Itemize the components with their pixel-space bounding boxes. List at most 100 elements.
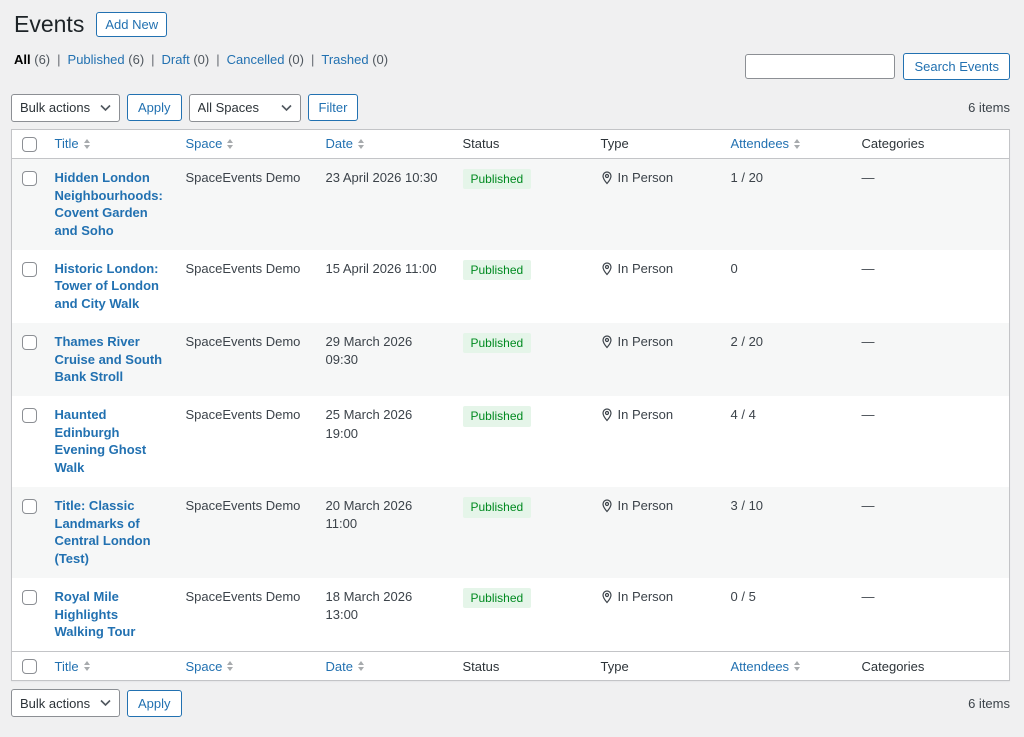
bulk-actions-top: Bulk actions Apply All Spaces Filter — [11, 93, 359, 122]
bulk-actions-bottom: Bulk actions Apply — [11, 689, 182, 718]
search-box: Search Events — [745, 52, 1010, 80]
event-type: In Person — [601, 169, 673, 187]
event-categories: — — [861, 260, 875, 276]
event-categories: — — [861, 407, 875, 423]
event-categories: — — [861, 169, 875, 185]
table-row: Historic London: Tower of London and Cit… — [11, 249, 1010, 324]
row-checkbox[interactable] — [22, 408, 37, 424]
event-title-link[interactable]: Title: Classic Landmarks of Central Lond… — [54, 498, 151, 566]
filter-link-all[interactable]: All (6) — [14, 51, 51, 67]
sort-icon — [83, 661, 90, 672]
select-all-checkbox[interactable] — [22, 659, 37, 675]
column-footer-attendees[interactable]: Attendees — [731, 659, 801, 674]
column-header-date[interactable]: Date — [326, 136, 364, 151]
event-date: 23 April 2026 10:30 — [325, 169, 438, 185]
row-checkbox[interactable] — [22, 499, 37, 515]
page-title: Events — [14, 11, 85, 37]
filter-separator: | — [216, 51, 220, 67]
map-pin-icon — [601, 171, 612, 185]
event-date: 25 March 2026 19:00 — [325, 407, 413, 441]
event-attendees: 1 / 20 — [730, 169, 764, 185]
table-row: Thames River Cruise and South Bank Strol… — [11, 323, 1010, 397]
event-title-link[interactable]: Haunted Edinburgh Evening Ghost Walk — [54, 407, 147, 475]
apply-button[interactable]: Apply — [127, 94, 182, 122]
map-pin-icon — [601, 499, 612, 513]
event-date: 18 March 2026 13:00 — [325, 589, 413, 623]
row-checkbox[interactable] — [22, 590, 37, 606]
column-footer-space[interactable]: Space — [186, 659, 234, 674]
column-header-space[interactable]: Space — [186, 136, 234, 151]
add-new-button[interactable]: Add New — [96, 12, 168, 38]
map-pin-icon — [601, 590, 612, 604]
search-events-button[interactable]: Search Events — [903, 52, 1010, 80]
bulk-actions-select-wrap: Bulk actions — [11, 689, 120, 718]
map-pin-icon — [601, 335, 612, 349]
event-attendees: 2 / 20 — [730, 334, 764, 350]
filters-and-search-row: All (6) | Published (6) | Draft (0) | Ca… — [14, 52, 1010, 80]
column-header-type: Type — [590, 129, 721, 159]
event-attendees: 0 / 5 — [730, 589, 756, 604]
filter-count: (6) — [34, 51, 51, 67]
event-type: In Person — [601, 260, 673, 278]
sort-icon — [794, 138, 801, 149]
event-title-link[interactable]: Hidden London Neighbourhoods: Covent Gar… — [54, 169, 163, 238]
apply-button[interactable]: Apply — [127, 689, 182, 717]
sort-icon — [357, 661, 364, 672]
status-badge: Published — [462, 259, 532, 281]
event-date: 20 March 2026 11:00 — [325, 498, 413, 532]
row-checkbox[interactable] — [22, 261, 37, 277]
column-header-title[interactable]: Title — [55, 136, 90, 151]
map-pin-icon — [601, 408, 612, 422]
filter-link-published[interactable]: Published (6) — [67, 51, 145, 67]
sort-icon — [227, 661, 234, 672]
filter-separator: | — [151, 51, 155, 67]
event-space: SpaceEvents Demo — [185, 407, 301, 423]
filter-separator: | — [57, 51, 61, 67]
spaces-filter-select[interactable]: All Spaces — [188, 93, 301, 122]
filter-button[interactable]: Filter — [307, 94, 359, 122]
filter-count: (0) — [288, 51, 304, 67]
sort-icon — [83, 138, 90, 149]
event-space: SpaceEvents Demo — [185, 334, 301, 350]
items-count: 6 items — [968, 100, 1010, 116]
table-footer: Title Space Date Status Type Attendees C… — [11, 651, 1010, 681]
event-type: In Person — [601, 588, 673, 606]
status-badge: Published — [462, 168, 532, 190]
row-checkbox[interactable] — [22, 171, 37, 187]
column-footer-date[interactable]: Date — [326, 659, 364, 674]
bulk-actions-select[interactable]: Bulk actions — [11, 689, 120, 718]
bulk-actions-select[interactable]: Bulk actions — [11, 93, 120, 122]
event-attendees: 3 / 10 — [730, 498, 764, 514]
spaces-select-wrap: All Spaces — [188, 93, 301, 122]
select-all-checkbox[interactable] — [22, 136, 37, 152]
filter-link-trashed[interactable]: Trashed (0) — [321, 51, 389, 67]
event-categories: — — [861, 498, 875, 514]
table-row: Haunted Edinburgh Evening Ghost Walk Spa… — [11, 396, 1010, 488]
column-header-attendees[interactable]: Attendees — [731, 136, 801, 151]
event-type: In Person — [601, 406, 673, 424]
status-badge: Published — [462, 406, 532, 427]
filter-link-cancelled[interactable]: Cancelled (0) — [226, 51, 304, 67]
table-row: Royal Mile Highlights Walking Tour Space… — [11, 578, 1010, 652]
filter-count: (0) — [193, 51, 210, 67]
column-footer-title[interactable]: Title — [55, 659, 90, 674]
event-title-link[interactable]: Thames River Cruise and South Bank Strol… — [54, 334, 163, 385]
search-input[interactable] — [745, 53, 896, 79]
filter-link-draft[interactable]: Draft (0) — [161, 51, 210, 67]
event-attendees: 4 / 4 — [730, 407, 756, 423]
bulk-actions-select-wrap: Bulk actions — [11, 93, 120, 122]
row-checkbox[interactable] — [22, 335, 37, 351]
filter-count: (0) — [372, 51, 389, 67]
table-body: Hidden London Neighbourhoods: Covent Gar… — [11, 158, 1010, 652]
filter-count: (6) — [128, 51, 145, 67]
sort-icon — [227, 138, 234, 149]
event-attendees: 0 — [730, 260, 738, 276]
event-title-link[interactable]: Royal Mile Highlights Walking Tour — [54, 589, 136, 640]
event-title-link[interactable]: Historic London: Tower of London and Cit… — [54, 260, 159, 311]
table-toolbar-bottom: Bulk actions Apply 6 items — [11, 689, 1010, 718]
items-count: 6 items — [968, 695, 1010, 711]
event-type: In Person — [601, 497, 673, 515]
column-header-status: Status — [452, 129, 591, 159]
column-footer-status: Status — [452, 651, 591, 681]
